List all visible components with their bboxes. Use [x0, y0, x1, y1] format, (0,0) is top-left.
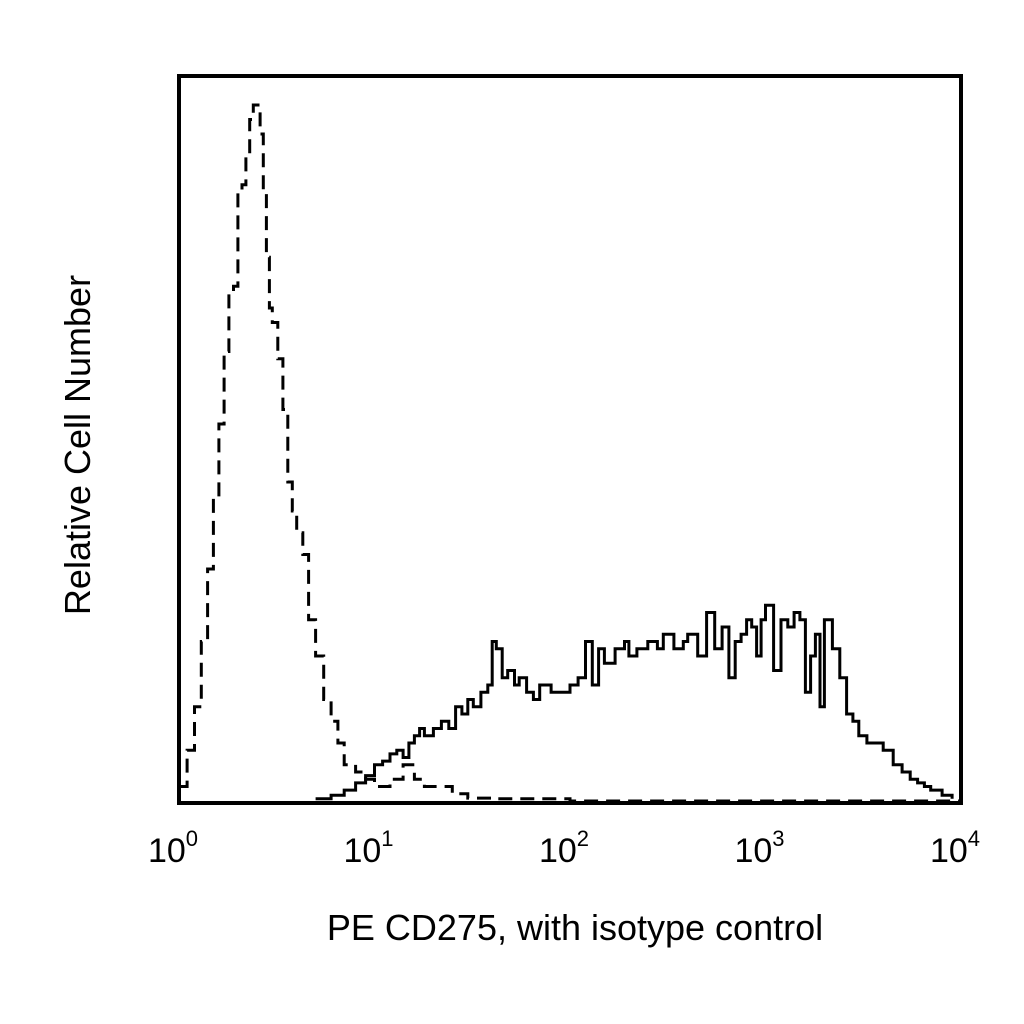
x-axis-label: PE CD275, with isotype control	[327, 907, 823, 948]
x-tick-exponent-1: 1	[381, 826, 393, 851]
x-tick-label-0: 100	[148, 826, 198, 870]
x-tick-base-3: 10	[734, 832, 772, 870]
x-tick-exponent-4: 4	[968, 826, 980, 851]
x-tick-exponent-3: 3	[772, 826, 784, 851]
isotype-control-histogram	[179, 103, 961, 803]
pe-cd275-histogram	[315, 603, 954, 801]
x-tick-label-3: 103	[734, 826, 784, 870]
x-tick-label-2: 102	[539, 826, 589, 870]
plot-frame	[177, 74, 963, 805]
x-tick-exponent-0: 0	[186, 826, 198, 851]
x-tick-base-0: 10	[148, 832, 186, 870]
x-tick-base-1: 10	[343, 832, 381, 870]
x-tick-labels: 100 101 102 103 104	[148, 826, 980, 870]
x-tick-label-1: 101	[343, 826, 393, 870]
x-tick-base-2: 10	[539, 832, 577, 870]
x-tick-base-4: 10	[930, 832, 968, 870]
x-tick-exponent-2: 2	[577, 826, 589, 851]
y-axis-label: Relative Cell Number	[57, 275, 98, 615]
series-layer	[179, 103, 961, 803]
x-tick-label-4: 104	[930, 826, 980, 870]
